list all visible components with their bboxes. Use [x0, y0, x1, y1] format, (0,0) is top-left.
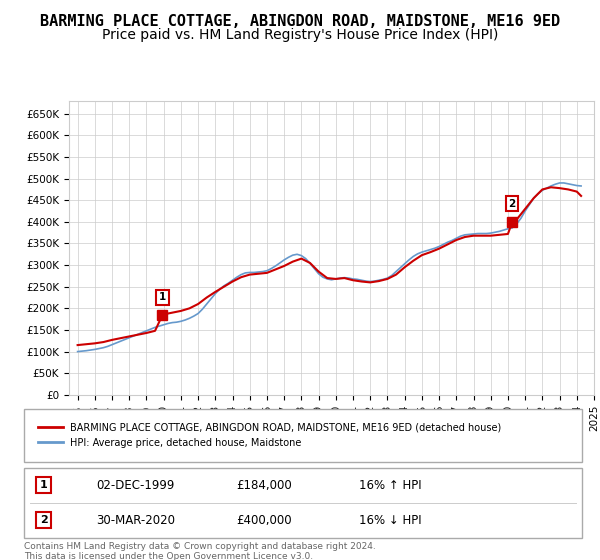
Text: 16% ↓ HPI: 16% ↓ HPI	[359, 514, 421, 526]
Text: 2: 2	[509, 199, 516, 209]
Text: Contains HM Land Registry data © Crown copyright and database right 2024.
This d: Contains HM Land Registry data © Crown c…	[24, 542, 376, 560]
Text: 16% ↑ HPI: 16% ↑ HPI	[359, 479, 421, 492]
Text: £400,000: £400,000	[236, 514, 292, 526]
Text: 1: 1	[40, 480, 47, 490]
Text: Price paid vs. HM Land Registry's House Price Index (HPI): Price paid vs. HM Land Registry's House …	[102, 28, 498, 42]
Text: £184,000: £184,000	[236, 479, 292, 492]
Text: 1: 1	[158, 292, 166, 302]
Text: 02-DEC-1999: 02-DEC-1999	[97, 479, 175, 492]
Text: 30-MAR-2020: 30-MAR-2020	[97, 514, 176, 526]
Text: 2: 2	[40, 515, 47, 525]
Legend: BARMING PLACE COTTAGE, ABINGDON ROAD, MAIDSTONE, ME16 9ED (detached house), HPI:: BARMING PLACE COTTAGE, ABINGDON ROAD, MA…	[34, 419, 506, 452]
Text: BARMING PLACE COTTAGE, ABINGDON ROAD, MAIDSTONE, ME16 9ED: BARMING PLACE COTTAGE, ABINGDON ROAD, MA…	[40, 14, 560, 29]
